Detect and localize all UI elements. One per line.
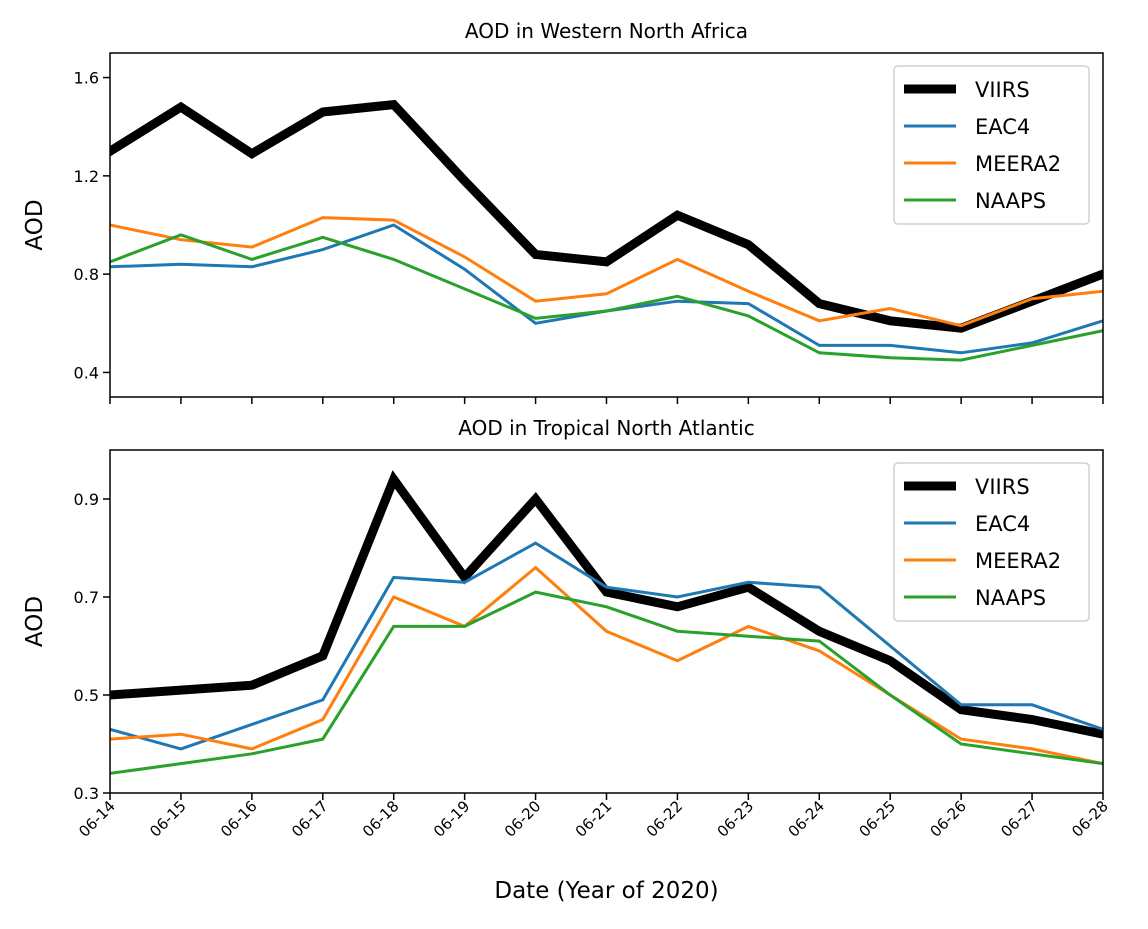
x-tick-label: 06-26 xyxy=(926,797,970,841)
legend-label-eac4: EAC4 xyxy=(975,115,1030,139)
y-tick-label: 0.9 xyxy=(74,490,99,509)
series-line-meera2 xyxy=(110,565,1103,766)
series-line-viirs xyxy=(110,470,1103,739)
y-tick-label: 0.4 xyxy=(74,363,99,382)
legend-label-eac4: EAC4 xyxy=(975,512,1030,536)
x-tick-label: 06-14 xyxy=(75,797,119,841)
legend: VIIRS EAC4 MEERA2 NAAPS xyxy=(893,65,1090,225)
x-tick-label: 06-16 xyxy=(217,797,261,841)
y-tick-label: 1.2 xyxy=(74,167,99,186)
panel-title: AOD in Western North Africa xyxy=(465,19,748,43)
x-tick-label: 06-20 xyxy=(501,797,545,841)
series-line-naaps xyxy=(110,233,1103,362)
x-tick-label: 06-17 xyxy=(288,797,332,841)
y-tick-label: 0.3 xyxy=(74,784,99,803)
x-tick-label: 06-15 xyxy=(146,797,190,841)
x-tick-label: 06-23 xyxy=(714,797,758,841)
legend-label-meera2: MEERA2 xyxy=(975,152,1061,176)
x-tick-label: 06-21 xyxy=(572,797,616,841)
x-tick-label: 06-19 xyxy=(430,797,474,841)
series-line-eac4 xyxy=(110,541,1103,751)
legend-label-naaps: NAAPS xyxy=(975,586,1046,610)
x-tick-label: 06-27 xyxy=(997,797,1041,841)
y-axis-label: AOD xyxy=(22,596,48,647)
y-tick-label: 0.8 xyxy=(74,265,99,284)
x-axis-label: Date (Year of 2020) xyxy=(494,878,718,904)
x-tick-label: 06-22 xyxy=(643,797,687,841)
y-axis-label: AOD xyxy=(22,199,48,250)
legend-box xyxy=(893,65,1090,225)
panel-1: AOD in Western North Africa 0.4 0.8 1.2 1.6 A… xyxy=(22,19,1104,404)
legend: VIIRS EAC4 MEERA2 NAAPS xyxy=(893,462,1090,622)
x-tick-label: 06-28 xyxy=(1068,797,1112,841)
x-tick-label: 06-25 xyxy=(855,797,899,841)
legend-label-meera2: MEERA2 xyxy=(975,549,1061,573)
legend-label-naaps: NAAPS xyxy=(975,189,1046,213)
series-lines xyxy=(110,470,1103,775)
panel-title: AOD in Tropical North Atlantic xyxy=(458,416,754,440)
x-tick-label: 06-24 xyxy=(785,797,829,841)
x-tick-label: 06-18 xyxy=(359,797,403,841)
series-lines xyxy=(110,99,1103,362)
series-line-viirs xyxy=(110,99,1103,333)
legend-label-viirs: VIIRS xyxy=(975,78,1030,102)
y-tick-label: 1.6 xyxy=(74,69,99,88)
legend-box xyxy=(893,462,1090,622)
y-tick-label: 0.7 xyxy=(74,588,99,607)
panel-2: AOD in Tropical North Atlantic 0.3 0.5 0.7 0… xyxy=(22,416,1112,904)
legend-label-viirs: VIIRS xyxy=(975,475,1030,499)
series-line-meera2 xyxy=(110,216,1103,328)
series-line-naaps xyxy=(110,590,1103,775)
y-tick-label: 0.5 xyxy=(74,686,99,705)
